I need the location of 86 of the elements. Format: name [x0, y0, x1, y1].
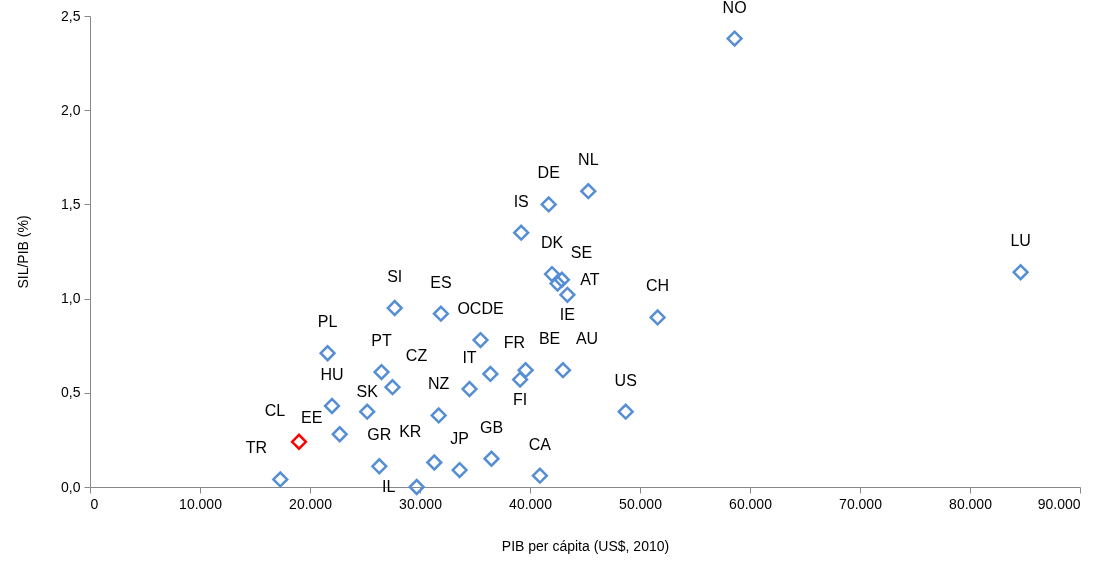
point — [1012, 264, 1029, 281]
point — [472, 331, 489, 349]
point — [559, 286, 576, 303]
point — [319, 345, 336, 362]
point — [513, 224, 530, 241]
annotation: DK — [540, 234, 564, 252]
y-tick-label: 1,5 — [61, 195, 81, 212]
point — [553, 271, 571, 288]
point — [426, 454, 443, 471]
point — [543, 265, 561, 283]
y-tick-label: 0,5 — [61, 384, 81, 401]
annotation: EE — [301, 409, 323, 427]
annotation: GR — [367, 426, 392, 444]
x-tick-label: 60.000 — [729, 495, 773, 512]
x-tick-label: 70.000 — [839, 495, 883, 512]
point — [373, 363, 390, 381]
point — [482, 365, 499, 383]
annotation: US — [614, 371, 637, 389]
x-tick-label: 0 — [90, 495, 99, 512]
point — [290, 433, 308, 450]
annotation: KR — [399, 422, 422, 440]
annotation: JP — [450, 430, 469, 448]
annotation: ES — [430, 273, 452, 291]
annotation: IS — [513, 192, 529, 210]
x-tick-label: 90.000 — [1037, 495, 1081, 512]
y-tick-label: 2,5 — [61, 7, 81, 24]
annotation: PT — [371, 332, 392, 350]
point — [580, 183, 597, 200]
point — [483, 450, 500, 467]
x-tick-label: 80.000 — [949, 495, 993, 512]
annotation: AT — [580, 270, 600, 288]
annotation: TR — [245, 439, 267, 457]
annotation: CH — [646, 277, 670, 295]
annotation: IE — [559, 305, 575, 323]
annotation: DE — [537, 164, 560, 182]
point — [359, 403, 376, 420]
x-axis-title: PIB per cápita (US$, 2010) — [501, 537, 670, 554]
annotation: CL — [264, 401, 286, 419]
point — [384, 379, 401, 396]
x-tick-label: 50.000 — [619, 495, 663, 512]
point — [511, 371, 529, 388]
point — [432, 305, 450, 322]
annotation: IT — [462, 349, 477, 367]
point — [386, 299, 403, 317]
point — [331, 426, 348, 443]
point — [726, 30, 743, 47]
point — [517, 362, 534, 379]
y-axis-title: SIL/PIB (%) — [15, 215, 32, 289]
annotation: NZ — [428, 375, 450, 393]
point — [549, 275, 566, 292]
point — [272, 471, 289, 488]
annotation: SE — [570, 243, 593, 261]
annotation: SI — [387, 268, 403, 286]
annotation: BE — [538, 330, 561, 348]
point — [323, 397, 341, 415]
annotation: SK — [356, 382, 379, 400]
point — [451, 461, 468, 479]
point — [649, 309, 666, 326]
point — [554, 362, 572, 379]
point — [430, 407, 447, 424]
annotation: FR — [503, 333, 526, 351]
point — [540, 196, 557, 213]
y-tick-label: 0,0 — [61, 478, 81, 495]
point — [617, 403, 634, 420]
annotation: IL — [382, 478, 396, 495]
annotation: NO — [722, 0, 747, 16]
point — [461, 380, 478, 398]
x-tick-label: 20.000 — [289, 495, 333, 512]
point — [408, 478, 425, 496]
annotation: NL — [578, 151, 599, 169]
annotation: HU — [320, 365, 344, 383]
annotation: GB — [479, 418, 504, 436]
x-tick-label: 40.000 — [509, 495, 553, 512]
y-tick-label: 2,0 — [61, 101, 81, 118]
annotation: AU — [575, 330, 599, 348]
annotation: PL — [317, 313, 338, 331]
y-tick-label: 1,0 — [61, 290, 81, 307]
annotation: CA — [528, 435, 552, 453]
x-tick-label: 10.000 — [179, 495, 223, 512]
annotation: LU — [1010, 232, 1031, 250]
annotation: OCDE — [457, 300, 504, 318]
point — [531, 467, 549, 484]
point — [371, 458, 388, 475]
annotation: FI — [512, 390, 528, 408]
x-tick-label: 30.000 — [399, 495, 443, 512]
annotation: CZ — [405, 347, 428, 365]
